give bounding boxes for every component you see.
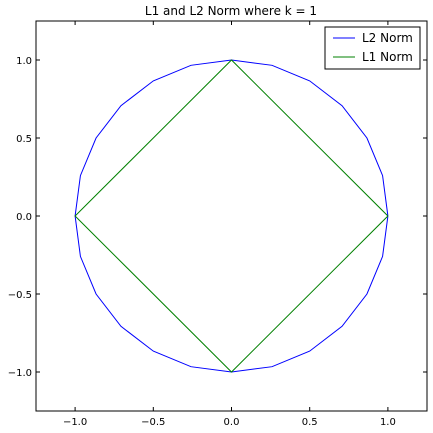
y-tick-label: 1.0 [16,56,32,67]
chart-title: L1 and L2 Norm where k = 1 [145,4,317,18]
y-tick-label: −0.5 [8,290,32,301]
x-tick-label: −1.0 [63,417,87,428]
x-tick-label: 1.0 [380,417,396,428]
legend: L2 Norm L1 Norm [324,26,421,70]
series-line-l2-norm [74,59,389,373]
legend-label-l2-norm: L2 Norm [362,31,413,45]
x-tick-label: 0.0 [224,417,240,428]
series-line-l1-norm [74,59,389,373]
y-tick-label: 0.0 [16,212,32,223]
y-tick-label: 0.5 [16,134,32,145]
legend-frame [324,26,421,70]
ticks-layer: −1.0 −0.5 0.0 0.5 1.0 −1.0 −0.5 0.0 0.5 1.0 [8,21,427,428]
plot-frame [35,20,428,412]
y-tick-label: −1.0 [8,368,32,379]
legend-label-l1-norm: L1 Norm [362,50,413,64]
series-layer [74,59,389,373]
x-tick-label: −0.5 [141,417,165,428]
x-tick-label: 0.5 [302,417,318,428]
